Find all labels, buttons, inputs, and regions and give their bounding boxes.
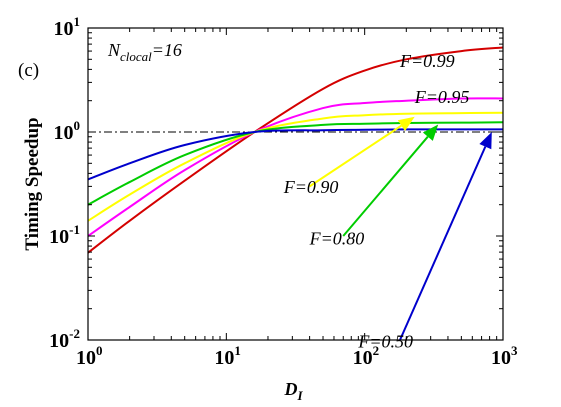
x-tick-label: 101 [214,343,241,369]
arrow-f090-head [397,116,415,132]
y-tick-label: 10-1 [49,222,80,248]
nclocal-annotation: Nclocal=16 [107,40,182,64]
series-line-f090 [88,111,503,222]
y-tick-label: 100 [54,118,81,144]
arrow-f080-head [422,124,439,141]
plot-frame [87,27,504,341]
y-tick-label: 101 [54,14,81,40]
x-tick-label: 102 [353,343,380,369]
arrow-f090-shaft [309,124,402,188]
series-label-f099: F=0.99 [399,51,455,71]
series-line-f050 [88,128,503,181]
arrow-f050-shaft [399,146,487,341]
series-label-f095: F=0.95 [414,87,470,107]
x-axis-label: DI [283,379,303,403]
x-tick-label: 103 [491,343,518,369]
series-label-f080: F=0.80 [309,228,365,248]
series-line-f080 [88,121,503,206]
y-tick-label: 10-2 [49,326,80,352]
arrow-f080-shaft [342,136,429,237]
panel-label: (c) [18,60,39,81]
series-line-f095 [88,97,503,237]
series-line-f099 [88,46,503,254]
y-axis-label: Timing Speedup [22,117,43,250]
arrow-f050-head [479,132,492,150]
series-label-f090: F=0.90 [283,177,339,197]
series-label-f050: F=0.50 [357,331,413,351]
x-tick-label: 100 [76,343,103,369]
